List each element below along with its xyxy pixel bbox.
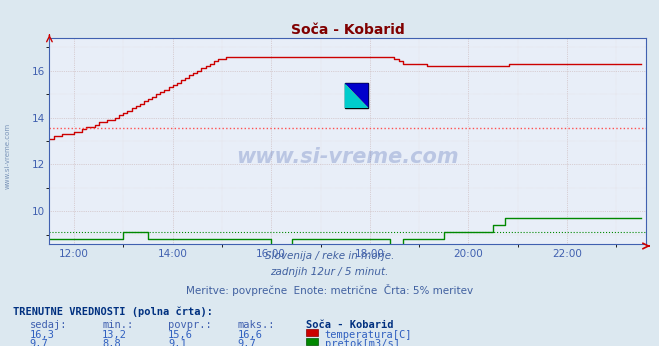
Title: Soča - Kobarid: Soča - Kobarid	[291, 23, 405, 37]
Polygon shape	[345, 83, 368, 108]
Text: 15,6: 15,6	[168, 330, 193, 340]
Text: 16,6: 16,6	[237, 330, 262, 340]
FancyBboxPatch shape	[345, 83, 368, 108]
Text: temperatura[C]: temperatura[C]	[325, 330, 413, 340]
Text: Soča - Kobarid: Soča - Kobarid	[306, 320, 394, 330]
Text: sedaj:: sedaj:	[30, 320, 67, 330]
Text: maks.:: maks.:	[237, 320, 275, 330]
Text: 9,7: 9,7	[237, 339, 256, 346]
Text: www.si-vreme.com: www.si-vreme.com	[237, 147, 459, 167]
Text: 9,1: 9,1	[168, 339, 186, 346]
Text: povpr.:: povpr.:	[168, 320, 212, 330]
Text: 9,7: 9,7	[30, 339, 48, 346]
Text: pretok[m3/s]: pretok[m3/s]	[325, 339, 400, 346]
Text: Slovenija / reke in morje.: Slovenija / reke in morje.	[265, 251, 394, 261]
Polygon shape	[345, 83, 368, 108]
Text: www.si-vreme.com: www.si-vreme.com	[5, 122, 11, 189]
Text: 16,3: 16,3	[30, 330, 55, 340]
Text: zadnjih 12ur / 5 minut.: zadnjih 12ur / 5 minut.	[270, 267, 389, 277]
Text: TRENUTNE VREDNOSTI (polna črta):: TRENUTNE VREDNOSTI (polna črta):	[13, 306, 213, 317]
Text: 8,8: 8,8	[102, 339, 121, 346]
Text: Meritve: povprečne  Enote: metrične  Črta: 5% meritev: Meritve: povprečne Enote: metrične Črta:…	[186, 284, 473, 296]
Text: min.:: min.:	[102, 320, 133, 330]
Text: 13,2: 13,2	[102, 330, 127, 340]
